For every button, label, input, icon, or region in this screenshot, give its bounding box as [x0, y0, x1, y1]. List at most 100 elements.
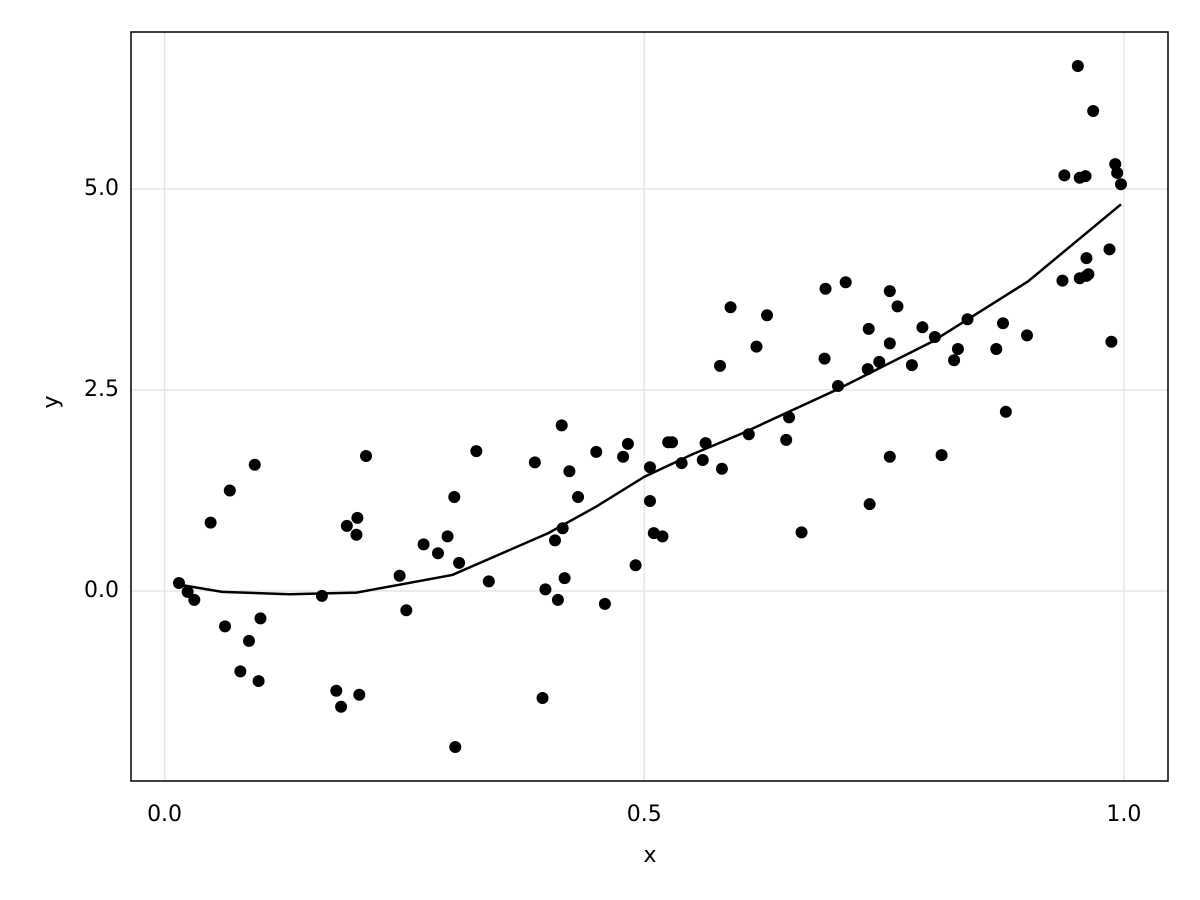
scatter-point [948, 354, 961, 367]
scatter-point [482, 575, 495, 588]
scatter-point [204, 516, 217, 529]
scatter-point [795, 526, 808, 539]
scatter-point [916, 321, 929, 334]
scatter-point [1071, 60, 1084, 73]
scatter-point [315, 589, 328, 602]
scatter-point [928, 330, 941, 343]
scatter-point [999, 405, 1012, 418]
scatter-point [360, 449, 373, 462]
scatter-point [715, 462, 728, 475]
scatter-point [563, 465, 576, 478]
x-tick-label: 0.5 [627, 802, 662, 827]
scatter-point [350, 528, 363, 541]
scatter-point [188, 593, 201, 606]
scatter-point [549, 534, 562, 547]
scatter-point [873, 355, 886, 368]
scatter-point [536, 691, 549, 704]
scatter-point [470, 445, 483, 458]
scatter-point [181, 585, 194, 598]
scatter-point [528, 456, 541, 469]
scatter-point [590, 445, 603, 458]
x-axis-label: x [643, 843, 656, 868]
scatter-point [761, 309, 774, 322]
scatter-point [1079, 170, 1092, 183]
scatter-point [223, 484, 236, 497]
scatter-point [699, 437, 712, 450]
scatter-point [666, 436, 679, 449]
scatter-point [1103, 243, 1116, 256]
scatter-point [252, 675, 265, 688]
scatter-point [1105, 335, 1118, 348]
y-tick-label: 2.5 [84, 377, 119, 402]
y-tick-label: 0.0 [84, 578, 119, 603]
scatter-point [780, 433, 793, 446]
scatter-point [431, 547, 444, 560]
scatter-point [643, 461, 656, 474]
scatter-point [883, 450, 896, 463]
y-axis-label: y [39, 395, 64, 408]
scatter-point [839, 276, 852, 289]
scatter-point [617, 450, 630, 463]
scatter-point [449, 740, 462, 753]
scatter-point [340, 519, 353, 532]
scatter-point [558, 572, 571, 585]
fit-line [178, 203, 1122, 596]
x-tick-label: 1.0 [1106, 802, 1141, 827]
scatter-point [219, 620, 232, 633]
scatter-point [551, 593, 564, 606]
scatter-point [598, 597, 611, 610]
scatter-point [417, 538, 430, 551]
scatter-point [1080, 252, 1093, 265]
y-tick-label: 5.0 [84, 176, 119, 201]
scatter-point [905, 359, 918, 372]
scatter-point [1056, 274, 1069, 287]
scatter-point [818, 352, 831, 365]
scatter-point [1058, 169, 1071, 182]
scatter-point [453, 556, 466, 569]
scatter-point [1111, 166, 1124, 179]
scatter-point [242, 634, 255, 647]
scatter-point [621, 437, 634, 450]
scatter-point [891, 300, 904, 313]
scatter-point [1020, 329, 1033, 342]
scatter-point [1082, 268, 1095, 281]
scatter-point [862, 322, 875, 335]
scatter-point [883, 285, 896, 298]
x-tick-label: 0.0 [147, 802, 182, 827]
scatter-point [353, 688, 366, 701]
scatter-point [750, 340, 763, 353]
scatter-point [556, 522, 569, 535]
scatter-point [555, 419, 568, 432]
scatter-point [951, 343, 964, 356]
scatter-point [863, 498, 876, 511]
scatter-point [254, 612, 267, 625]
scatter-point [696, 453, 709, 466]
scatter-point [1114, 178, 1127, 191]
scatter-point [1087, 105, 1100, 118]
scatter-point [330, 684, 343, 697]
scatter-point [935, 449, 948, 462]
plot-frame [130, 31, 1169, 782]
scatter-point [643, 494, 656, 507]
scatter-point [441, 530, 454, 543]
scatter-point [997, 317, 1010, 330]
scatter-point [393, 569, 406, 582]
scatter-point [656, 530, 669, 543]
scatter-point [335, 700, 348, 713]
scatter-point [572, 490, 585, 503]
scatter-point [832, 379, 845, 392]
scatter-point [234, 665, 247, 678]
scatter-point [990, 343, 1003, 356]
scatter-point [448, 490, 461, 503]
scatter-point [172, 576, 185, 589]
scatter-point [248, 458, 261, 471]
scatter-point [724, 301, 737, 314]
scatter-point [351, 511, 364, 524]
scatter-point [629, 559, 642, 572]
scatter-point [819, 282, 832, 295]
scatter-point [714, 359, 727, 372]
scatter-point [883, 337, 896, 350]
scatter-point [539, 583, 552, 596]
scatter-point [400, 604, 413, 617]
